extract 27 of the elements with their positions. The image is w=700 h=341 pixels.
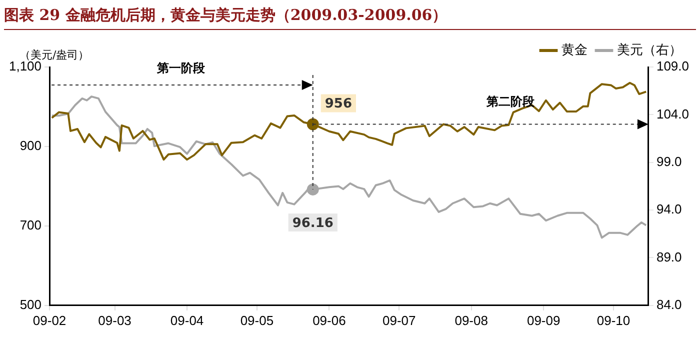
x-tick-label: 09-10 (596, 312, 630, 328)
annotation: 第二阶段 (486, 94, 536, 108)
y2-tick-label: 109.0 (656, 58, 690, 74)
chart-title: 图表 29 金融危机后期，黄金与美元走势（2009.03-2009.06） (4, 6, 696, 30)
y2-tick-label: 104.0 (656, 106, 690, 122)
legend-label: 美元（右） (617, 42, 682, 58)
y2-tick-label: 89.0 (656, 249, 682, 264)
annotation: 第一阶段 (156, 61, 206, 76)
x-tick-label: 09-05 (240, 312, 274, 328)
y-tick-label: 700 (20, 218, 42, 233)
x-tick-label: 09-02 (32, 312, 66, 328)
legend-label: 黄金 (562, 42, 588, 58)
x-tick-label: 09-03 (98, 312, 132, 328)
y2-tick-label: 99.0 (656, 154, 682, 169)
y-tick-label: 500 (20, 296, 42, 312)
y-tick-label: 900 (20, 138, 42, 154)
data-label: 956 (324, 96, 352, 112)
x-tick-label: 09-07 (382, 312, 416, 328)
x-tick-label: 09-09 (526, 312, 560, 328)
x-tick-label: 09-08 (454, 312, 488, 328)
y2-tick-label: 84.0 (656, 296, 682, 312)
y-tick-label: 1,100 (8, 58, 42, 74)
y-axis-title: （美元/盎司） (20, 48, 90, 62)
x-tick-label: 09-04 (170, 312, 204, 328)
y2-tick-label: 94.0 (656, 202, 682, 217)
data-label: 96.16 (292, 216, 334, 231)
x-tick-label: 09-06 (312, 312, 346, 328)
